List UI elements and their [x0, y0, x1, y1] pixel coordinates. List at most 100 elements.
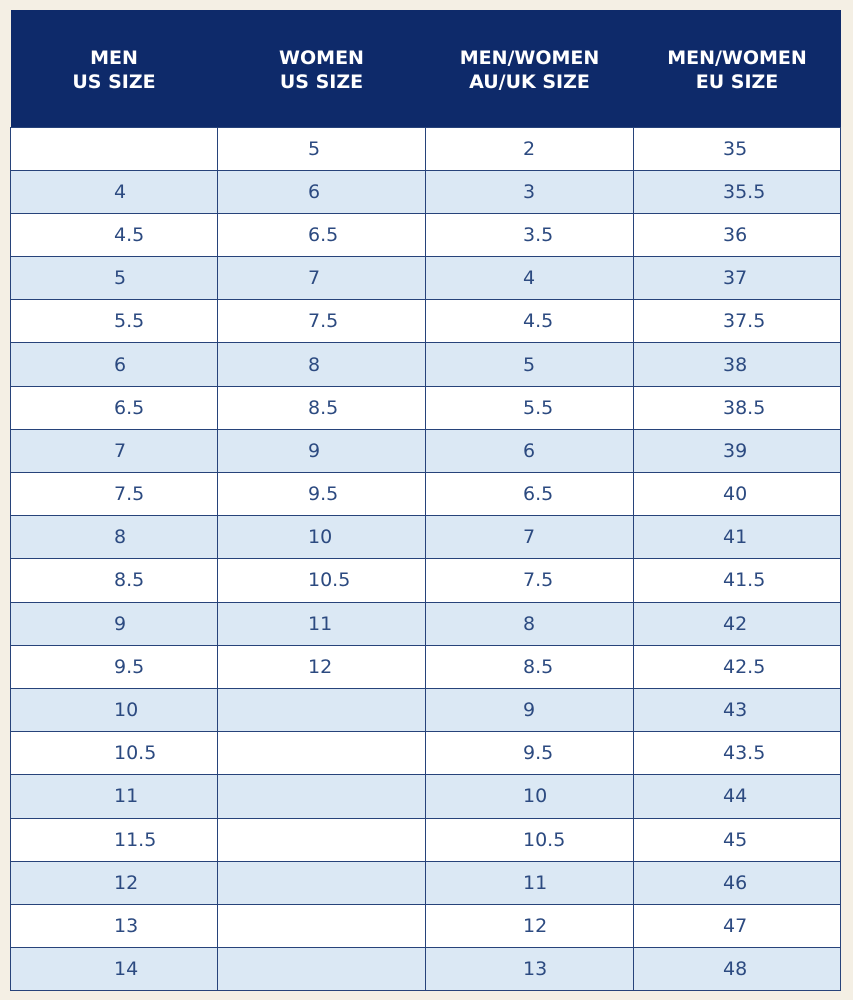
size-cell: 10.5 — [10, 731, 218, 776]
size-cell: 7 — [425, 515, 634, 560]
size-cell: 9 — [10, 601, 218, 646]
size-cell: 37.5 — [633, 299, 841, 344]
header-line: WOMEN — [279, 47, 364, 69]
size-cell: 3.5 — [425, 212, 634, 258]
size-cell: 8.5 — [10, 558, 218, 603]
size-cell: 9.5 — [425, 731, 634, 776]
size-row: 7 9 6 39 — [10, 428, 841, 474]
size-row: 13 12 47 — [10, 903, 841, 949]
size-row: 10 9 43 — [10, 687, 841, 733]
size-cell: 11 — [217, 601, 426, 646]
size-cell: 6 — [217, 169, 426, 214]
size-row: 8 10 7 41 — [10, 515, 841, 560]
size-cell: 43 — [633, 687, 841, 733]
size-cell: 10 — [425, 774, 634, 819]
size-cell: 8 — [217, 342, 426, 387]
size-row: 11 10 44 — [10, 774, 841, 819]
size-row: 8.5 10.5 7.5 41.5 — [10, 558, 841, 603]
size-cell — [217, 731, 426, 776]
size-cell: 8.5 — [217, 385, 426, 430]
size-cell: 43.5 — [633, 731, 841, 776]
size-cell — [217, 774, 426, 819]
size-cell: 41.5 — [633, 558, 841, 603]
size-cell: 8.5 — [425, 644, 634, 689]
size-cell: 2 — [425, 126, 634, 171]
size-cell — [217, 687, 426, 733]
size-cell: 9 — [217, 428, 426, 474]
size-cell: 48 — [633, 947, 841, 992]
size-row: 6.5 8.5 5.5 38.5 — [10, 385, 841, 430]
header-line: MEN/WOMEN — [667, 47, 807, 69]
size-cell: 46 — [633, 860, 841, 905]
size-cell: 6 — [10, 342, 218, 387]
size-cell: 5.5 — [10, 299, 218, 344]
size-cell: 12 — [10, 860, 218, 905]
size-cell: 9.5 — [10, 644, 218, 689]
size-cell: 42 — [633, 601, 841, 646]
size-cell: 10 — [10, 687, 218, 733]
size-cell: 13 — [425, 947, 634, 992]
header-row: MEN US SIZE WOMEN US SIZE MEN/WOMEN AU/UK SIZ… — [10, 10, 841, 127]
size-cell: 4.5 — [425, 299, 634, 344]
size-cell: 7.5 — [10, 471, 218, 517]
size-cell: 36 — [633, 212, 841, 258]
size-row: 9 11 8 42 — [10, 601, 841, 646]
size-cell: 39 — [633, 428, 841, 474]
size-cell: 5 — [425, 342, 634, 387]
header-line: MEN/WOMEN — [459, 47, 600, 69]
size-cell: 8 — [425, 601, 634, 646]
header-line: AU/UK SIZE — [469, 71, 590, 93]
size-cell: 45 — [633, 817, 841, 862]
size-cell: 11 — [425, 860, 634, 905]
size-row: 11.5 10.5 45 — [10, 817, 841, 862]
header-line: EU SIZE — [695, 71, 779, 93]
size-cell: 4 — [425, 256, 634, 301]
size-cell: 13 — [10, 903, 218, 949]
size-cell: 42.5 — [633, 644, 841, 689]
size-cell: 10.5 — [425, 817, 634, 862]
size-cell: 5.5 — [425, 385, 634, 430]
column-header: MEN US SIZE — [10, 10, 218, 127]
size-cell: 7 — [10, 428, 218, 474]
size-table: MEN US SIZE WOMEN US SIZE MEN/WOMEN AU/UK SIZ… — [10, 10, 841, 992]
size-cell: 5 — [217, 126, 426, 171]
size-row: 14 13 48 — [10, 947, 841, 992]
size-cell: 12 — [425, 903, 634, 949]
size-cell — [217, 903, 426, 949]
column-header: WOMEN US SIZE — [217, 10, 426, 127]
column-header: MEN/WOMEN AU/UK SIZE — [425, 10, 634, 127]
size-row: 5 7 4 37 — [10, 256, 841, 301]
size-cell: 35.5 — [633, 169, 841, 214]
size-cell: 14 — [10, 947, 218, 992]
size-cell: 44 — [633, 774, 841, 819]
size-cell: 7.5 — [217, 299, 426, 344]
header-line: US SIZE — [72, 71, 156, 93]
size-row: 5.5 7.5 4.5 37.5 — [10, 299, 841, 344]
size-cell: 6.5 — [217, 212, 426, 258]
size-cell: 7.5 — [425, 558, 634, 603]
size-cell: 6.5 — [425, 471, 634, 517]
size-chart: MEN US SIZE WOMEN US SIZE MEN/WOMEN AU/UK SIZ… — [10, 10, 841, 992]
header-line: US SIZE — [279, 71, 364, 93]
size-cell: 38 — [633, 342, 841, 387]
column-header: MEN/WOMEN EU SIZE — [633, 10, 841, 127]
size-cell: 10.5 — [217, 558, 426, 603]
header-line: MEN — [90, 47, 138, 69]
size-row: 10.5 9.5 43.5 — [10, 731, 841, 776]
size-row: 12 11 46 — [10, 860, 841, 905]
size-cell: 3 — [425, 169, 634, 214]
size-cell: 37 — [633, 256, 841, 301]
size-row: 7.5 9.5 6.5 40 — [10, 471, 841, 517]
size-row: 4 6 3 35.5 — [10, 169, 841, 214]
size-cell: 4 — [10, 169, 218, 214]
size-cell: 7 — [217, 256, 426, 301]
size-cell: 4.5 — [10, 212, 218, 258]
size-cell: 47 — [633, 903, 841, 949]
size-cell — [10, 126, 218, 171]
size-cell — [217, 817, 426, 862]
size-cell: 41 — [633, 515, 841, 560]
size-cell: 8 — [10, 515, 218, 560]
size-cell: 10 — [217, 515, 426, 560]
size-cell: 11 — [10, 774, 218, 819]
